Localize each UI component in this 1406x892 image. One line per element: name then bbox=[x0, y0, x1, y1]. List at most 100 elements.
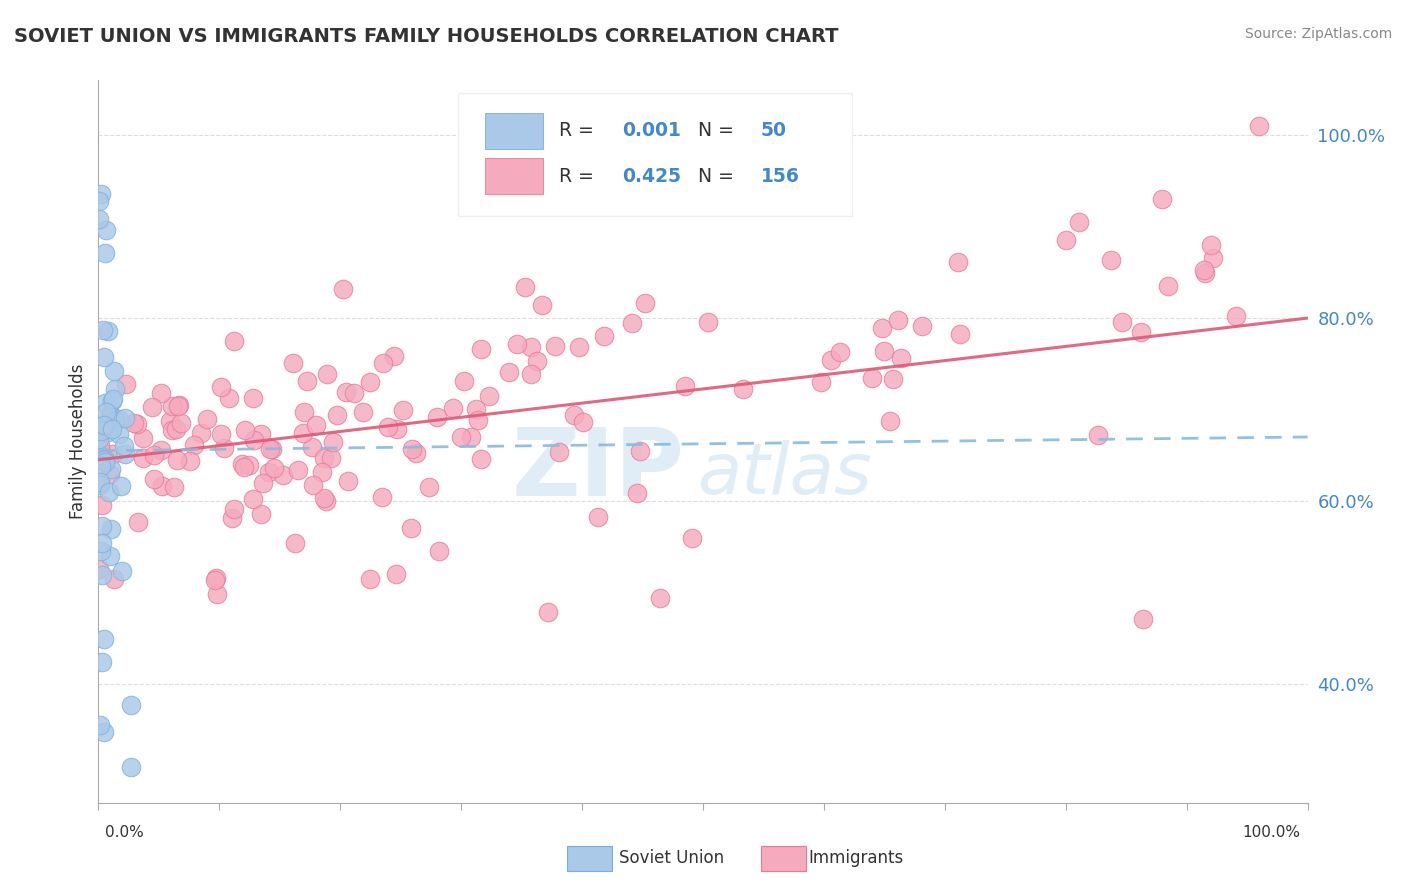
Point bbox=[110, 479, 132, 493]
Point bbox=[322, 435, 344, 450]
Point bbox=[295, 375, 318, 389]
Point bbox=[401, 442, 423, 456]
Point bbox=[562, 408, 585, 422]
Point bbox=[90, 186, 112, 201]
Point bbox=[243, 434, 266, 448]
Point bbox=[114, 411, 136, 425]
Text: 0.425: 0.425 bbox=[621, 167, 681, 186]
Point bbox=[1054, 233, 1077, 247]
Point bbox=[169, 398, 191, 412]
Point bbox=[382, 349, 405, 363]
Point bbox=[98, 467, 121, 481]
Point bbox=[460, 430, 482, 444]
Point bbox=[93, 632, 115, 646]
Point bbox=[260, 442, 283, 457]
Point bbox=[513, 280, 536, 294]
Point bbox=[946, 254, 969, 268]
Point bbox=[405, 445, 427, 459]
Point bbox=[90, 458, 112, 473]
Point bbox=[321, 450, 343, 465]
Point bbox=[93, 725, 115, 739]
Point bbox=[159, 414, 181, 428]
Point bbox=[1194, 263, 1216, 277]
Point bbox=[1157, 278, 1180, 293]
Point bbox=[820, 352, 842, 367]
Point bbox=[879, 414, 901, 428]
Point bbox=[89, 718, 111, 732]
Point bbox=[572, 415, 595, 429]
Point bbox=[232, 459, 254, 474]
Point bbox=[810, 375, 832, 389]
Point bbox=[257, 465, 280, 479]
Point bbox=[91, 323, 114, 337]
Point bbox=[111, 564, 134, 578]
Point bbox=[127, 515, 149, 529]
Point bbox=[149, 443, 172, 458]
Point bbox=[127, 417, 149, 431]
Point bbox=[873, 343, 896, 358]
Point bbox=[498, 366, 520, 380]
Point bbox=[385, 566, 408, 581]
Point bbox=[166, 453, 188, 467]
Point bbox=[98, 407, 121, 421]
Point bbox=[259, 442, 281, 457]
Point bbox=[315, 494, 337, 508]
Point bbox=[238, 458, 260, 472]
Point bbox=[1249, 119, 1271, 133]
Point bbox=[335, 384, 357, 399]
Point bbox=[252, 475, 274, 490]
Point bbox=[337, 474, 360, 488]
Point bbox=[100, 522, 122, 536]
Point bbox=[122, 417, 145, 431]
Point bbox=[872, 321, 894, 335]
Y-axis label: Family Households: Family Households bbox=[69, 364, 87, 519]
Text: Soviet Union: Soviet Union bbox=[619, 849, 724, 867]
Point bbox=[231, 457, 253, 471]
Point bbox=[890, 351, 912, 365]
Point bbox=[634, 296, 657, 310]
Point bbox=[1087, 427, 1109, 442]
Point bbox=[100, 461, 122, 475]
Point bbox=[87, 561, 110, 575]
Point bbox=[87, 212, 110, 227]
Point bbox=[204, 573, 226, 587]
Point bbox=[212, 442, 235, 456]
Text: 50: 50 bbox=[761, 121, 787, 140]
FancyBboxPatch shape bbox=[485, 158, 543, 194]
Point bbox=[311, 465, 333, 479]
Point bbox=[568, 340, 591, 354]
Text: ZIP: ZIP bbox=[512, 425, 685, 516]
Point bbox=[271, 467, 294, 482]
Point bbox=[103, 572, 125, 586]
Point bbox=[89, 442, 111, 457]
Point bbox=[548, 444, 571, 458]
Point bbox=[696, 315, 718, 329]
Point bbox=[281, 356, 304, 370]
Text: atlas: atlas bbox=[697, 440, 872, 508]
Point bbox=[242, 491, 264, 506]
Text: 0.0%: 0.0% bbox=[105, 825, 145, 839]
Point bbox=[98, 485, 121, 500]
Point bbox=[162, 423, 184, 437]
Text: Source: ZipAtlas.com: Source: ZipAtlas.com bbox=[1244, 27, 1392, 41]
Point bbox=[101, 421, 124, 435]
Point bbox=[115, 377, 138, 392]
Point bbox=[526, 354, 548, 368]
Point bbox=[828, 345, 851, 359]
Point bbox=[107, 412, 129, 426]
Text: 100.0%: 100.0% bbox=[1243, 825, 1301, 839]
Point bbox=[326, 408, 349, 422]
Point bbox=[132, 431, 155, 445]
Point bbox=[291, 425, 314, 440]
Point bbox=[93, 350, 115, 364]
Text: SOVIET UNION VS IMMIGRANTS FAMILY HOUSEHOLDS CORRELATION CHART: SOVIET UNION VS IMMIGRANTS FAMILY HOUSEH… bbox=[14, 27, 838, 45]
FancyBboxPatch shape bbox=[485, 112, 543, 149]
Point bbox=[478, 389, 501, 403]
Point bbox=[100, 409, 122, 423]
Point bbox=[284, 535, 307, 549]
Point bbox=[520, 340, 543, 354]
Point bbox=[530, 298, 553, 312]
Point bbox=[681, 531, 703, 545]
Point bbox=[314, 491, 336, 506]
Point bbox=[90, 498, 112, 512]
